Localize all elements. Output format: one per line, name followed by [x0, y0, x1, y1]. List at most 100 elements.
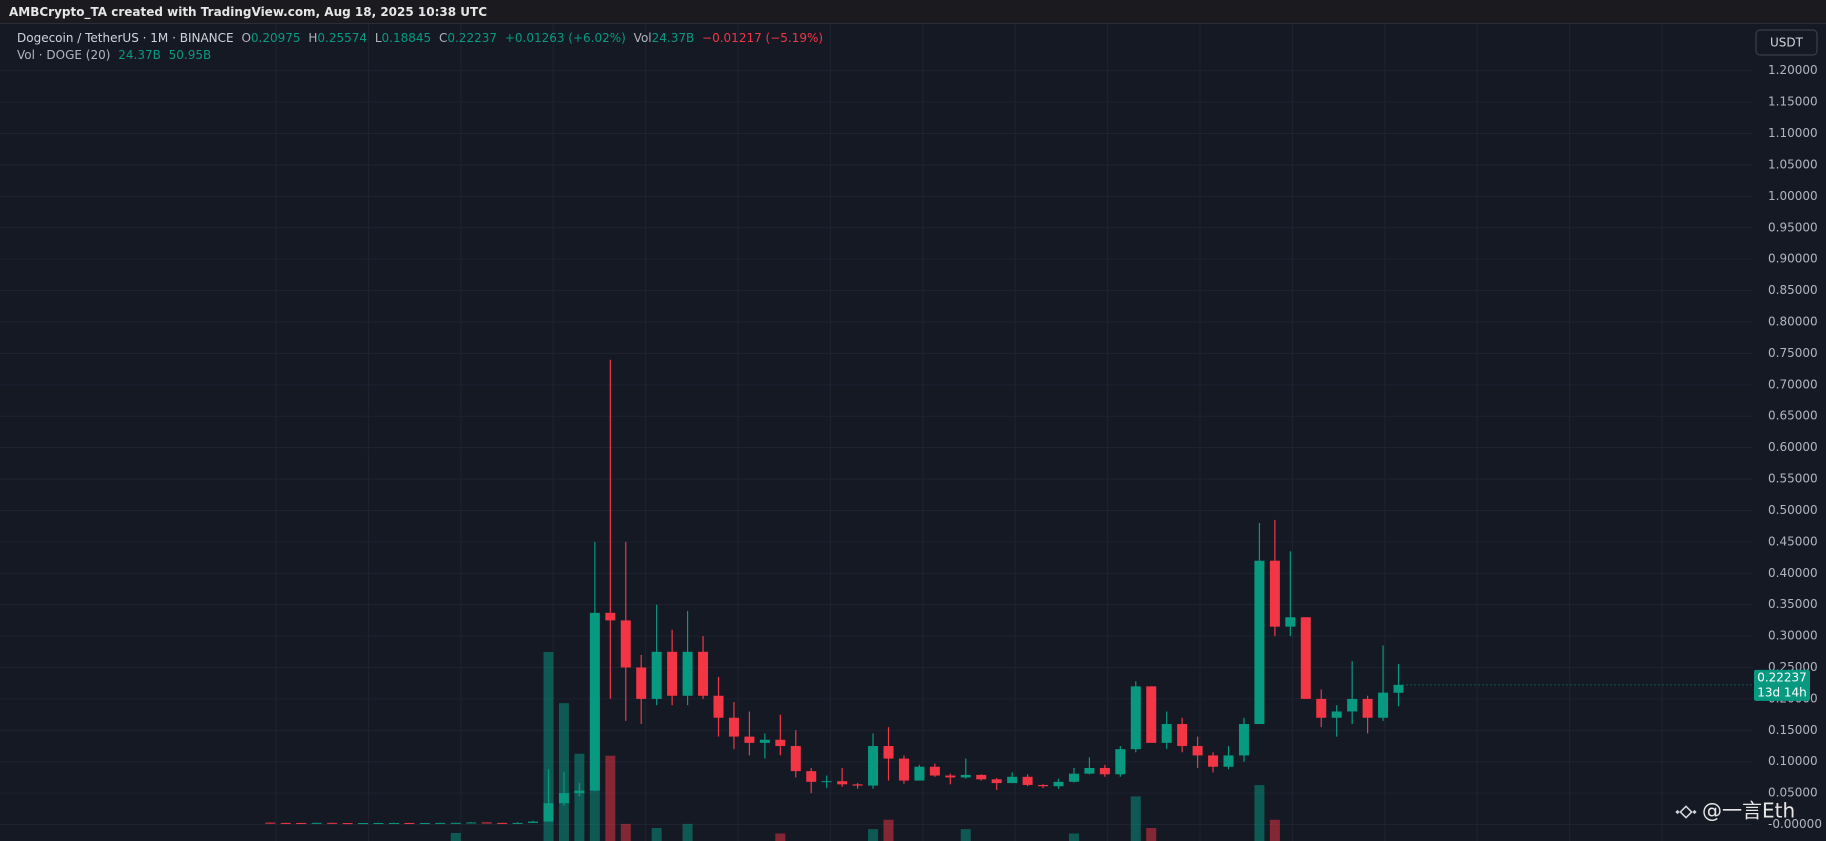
- price-label: 0.22237: [1757, 670, 1807, 684]
- candle-body: [311, 822, 322, 824]
- y-tick-label: 0.40000: [1768, 566, 1818, 580]
- candle-body: [883, 746, 894, 759]
- candle-body: [620, 620, 631, 668]
- candle-body: [1285, 617, 1296, 627]
- candle-body: [1238, 724, 1249, 756]
- candle-body: [790, 746, 801, 772]
- watermark-text: @一言Eth: [1702, 799, 1795, 823]
- candle-body: [806, 771, 817, 782]
- volume-bar: [883, 819, 894, 841]
- candle-body: [698, 651, 709, 696]
- y-tick-label: 0.10000: [1768, 754, 1818, 768]
- y-tick-label: 0.50000: [1768, 503, 1818, 517]
- candle-body: [528, 821, 539, 823]
- y-tick-label: 0.75000: [1768, 346, 1818, 360]
- volume-bar: [605, 755, 616, 841]
- candle-body: [1177, 724, 1188, 747]
- price-change: +0.01263 (+6.02%): [504, 31, 626, 45]
- volume-bar: [868, 829, 879, 841]
- candle-body: [1362, 698, 1373, 718]
- legend-indicator: Vol · DOGE (20) 24.37B 50.95B: [17, 47, 827, 64]
- candle-body: [713, 695, 724, 718]
- volume-pane: [450, 652, 1280, 841]
- volume-value: 24.37B: [651, 31, 695, 45]
- y-tick-label: 0.60000: [1768, 440, 1818, 454]
- y-tick-label: 0.95000: [1768, 220, 1818, 234]
- countdown: 13d 14h: [1757, 685, 1807, 699]
- ohlc-value: 0.20975: [250, 31, 301, 45]
- candle-body: [667, 651, 678, 696]
- volume-bar: [1269, 819, 1280, 841]
- candle-body: [1022, 776, 1033, 785]
- legend-main: Dogecoin / TetherUS · 1M · BINANCE O0.20…: [17, 30, 827, 47]
- candle-body: [991, 779, 1002, 784]
- candle-body: [1254, 560, 1265, 725]
- volume-bar: [1146, 828, 1157, 841]
- y-tick-label: 0.80000: [1768, 315, 1818, 329]
- candle-body: [1115, 749, 1126, 775]
- y-tick-label: 0.35000: [1768, 597, 1818, 611]
- candle-body: [651, 651, 662, 699]
- grid: [0, 24, 1753, 841]
- candle-body: [466, 822, 477, 824]
- candle-body: [976, 774, 987, 780]
- candle-body: [1208, 755, 1219, 767]
- volume-change: −0.01217 (−5.19%): [702, 31, 824, 45]
- ohlc-value: 0.22237: [447, 31, 497, 45]
- watermark: @一言Eth: [1675, 799, 1795, 823]
- candle-body: [342, 823, 353, 825]
- candle-body: [296, 822, 307, 824]
- candle-body: [1300, 617, 1311, 699]
- candle-body: [960, 774, 971, 778]
- currency-box[interactable]: [1755, 29, 1818, 56]
- price-pane: [265, 359, 1753, 825]
- candle-body: [1223, 755, 1234, 767]
- candle-body: [929, 766, 940, 776]
- candle-body: [821, 781, 832, 783]
- icon-dot: [1675, 809, 1680, 815]
- candle-body: [419, 823, 430, 825]
- candle-body: [404, 822, 415, 824]
- candle-body: [1068, 773, 1079, 782]
- candle-body: [1099, 768, 1110, 775]
- candle-body: [1393, 684, 1404, 693]
- y-tick-label: 0.85000: [1768, 283, 1818, 297]
- candle-body: [852, 784, 863, 786]
- candle-body: [945, 775, 956, 778]
- price-axis: -0.000000.050000.100000.150000.200000.25…: [1754, 63, 1822, 831]
- candle-body: [759, 739, 770, 743]
- candle-body: [589, 612, 600, 791]
- y-tick-label: 0.45000: [1768, 534, 1818, 548]
- legend: Dogecoin / TetherUS · 1M · BINANCE O0.20…: [17, 30, 827, 64]
- volume-label: Vol: [633, 31, 652, 45]
- candle-body: [574, 790, 585, 794]
- volume-bar: [1068, 833, 1079, 841]
- y-tick-label: 0.55000: [1768, 472, 1818, 486]
- candle-body: [450, 822, 461, 824]
- candle-body: [327, 822, 338, 824]
- candle-body: [1038, 784, 1049, 787]
- candle-body: [775, 739, 786, 747]
- candle-body: [605, 612, 616, 621]
- icon-dot: [1692, 809, 1697, 815]
- candle-body: [744, 736, 755, 743]
- volume-bar: [960, 829, 971, 841]
- candle-body: [543, 803, 554, 822]
- candle-body: [1084, 768, 1095, 774]
- ohlc-value: 0.18845: [381, 31, 432, 45]
- volume-bar: [543, 652, 554, 841]
- candle-body: [558, 793, 569, 804]
- candle-body: [481, 822, 492, 824]
- watermark-icon: [1675, 805, 1697, 819]
- currency-button[interactable]: USDT: [1755, 29, 1818, 56]
- candle-body: [914, 766, 925, 781]
- y-tick-label: 0.90000: [1768, 252, 1818, 266]
- y-tick-label: 1.20000: [1768, 63, 1818, 77]
- candle-body: [1316, 698, 1327, 718]
- currency-label[interactable]: USDT: [1770, 36, 1804, 50]
- candle-body: [868, 746, 879, 786]
- candle-body: [1146, 686, 1157, 743]
- candle-body: [1347, 698, 1358, 712]
- y-tick-label: 0.70000: [1768, 377, 1818, 391]
- candle-body: [497, 822, 508, 824]
